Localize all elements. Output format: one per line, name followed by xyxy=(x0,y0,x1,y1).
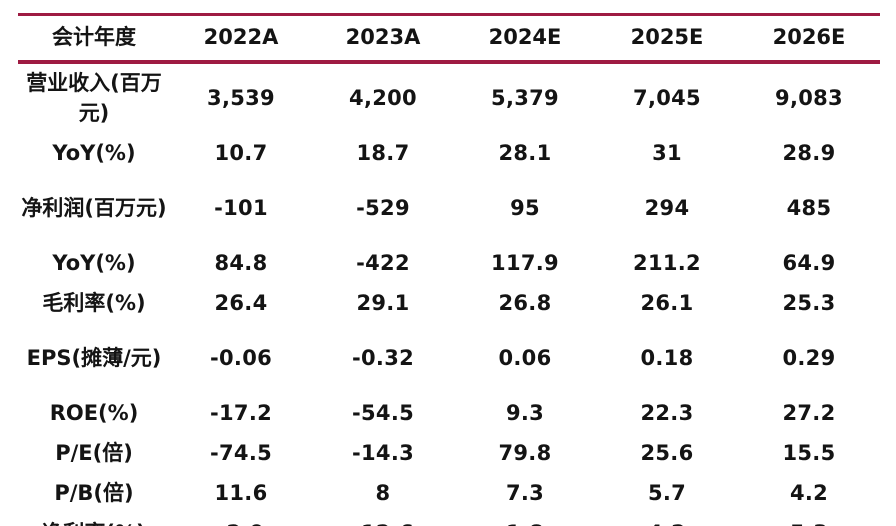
cell-value: 11.6 xyxy=(214,481,268,506)
cell-value: 294 xyxy=(644,196,690,221)
cell-value: 117.9 xyxy=(491,251,559,276)
row-label: ROE(%) xyxy=(49,401,139,426)
cell-value: 29.1 xyxy=(356,291,410,316)
cell-value: 1.8 xyxy=(454,514,596,526)
cell-value: 28.9 xyxy=(782,141,836,166)
table-row-revenue: 营业收入(百万元) 3,539 4,200 5,379 7,045 9,083 xyxy=(18,62,880,134)
cell-value: 28.1 xyxy=(498,141,552,166)
table-row-revenue-yoy: YoY(%) 10.7 18.7 28.1 31 28.9 xyxy=(18,134,880,174)
cell-value: 211.2 xyxy=(633,251,701,276)
cell-value: 0.06 xyxy=(498,346,552,371)
cell-value: 0.29 xyxy=(782,346,836,371)
cell-value: 18.7 xyxy=(356,141,410,166)
cell-value: -54.5 xyxy=(351,401,415,426)
cell-value: 3,539 xyxy=(207,86,275,111)
table-row-gross-margin: 毛利率(%) 26.4 29.1 26.8 26.1 25.3 xyxy=(18,284,880,324)
table-row-pb: P/B(倍) 11.6 8 7.3 5.7 4.2 xyxy=(18,474,880,514)
cell-value: 95 xyxy=(510,196,540,221)
cell-value: 22.3 xyxy=(640,401,694,426)
cell-value: -422 xyxy=(356,251,410,276)
table-row-net-profit: 净利润(百万元) -101 -529 95 294 485 xyxy=(18,174,880,244)
row-label: 净利率(%) xyxy=(18,514,170,526)
cell-value: 5.3 xyxy=(738,514,880,526)
cell-value: 10.7 xyxy=(214,141,268,166)
column-header-2026e: 2026E xyxy=(772,25,846,50)
header-row: 会计年度 2022A 2023A 2024E 2025E 2026E xyxy=(18,15,880,62)
cell-value: 0.18 xyxy=(640,346,694,371)
cell-value: -17.2 xyxy=(209,401,273,426)
cell-value: 79.8 xyxy=(498,441,552,466)
cell-value: 15.5 xyxy=(782,441,836,466)
cell-value: 4,200 xyxy=(349,86,417,111)
column-header-2024e: 2024E xyxy=(488,25,562,50)
cell-value: 7.3 xyxy=(505,481,545,506)
table-row-net-profit-yoy: YoY(%) 84.8 -422 117.9 211.2 64.9 xyxy=(18,244,880,284)
column-header-fiscal-year: 会计年度 xyxy=(52,25,136,50)
cell-value: 25.3 xyxy=(782,291,836,316)
financial-forecast-table: 会计年度 2022A 2023A 2024E 2025E 2026E 营业收入(… xyxy=(18,13,880,526)
table-row-pe: P/E(倍) -74.5 -14.3 79.8 25.6 15.5 xyxy=(18,434,880,474)
column-header-2023a: 2023A xyxy=(345,25,421,50)
cell-value: 26.8 xyxy=(498,291,552,316)
row-label: P/E(倍) xyxy=(55,441,133,466)
row-label: 营业收入(百万元) xyxy=(26,71,162,125)
cell-value: -101 xyxy=(214,196,268,221)
row-label: 毛利率(%) xyxy=(42,291,146,316)
cell-value: 4.2 xyxy=(789,481,829,506)
cell-value: 26.1 xyxy=(640,291,694,316)
table-row-net-margin: 净利率(%) -2.9 -12.6 1.8 4.2 5.3 xyxy=(18,514,880,526)
cell-value: 5,379 xyxy=(491,86,559,111)
cell-value: 64.9 xyxy=(782,251,836,276)
cell-value: 27.2 xyxy=(782,401,836,426)
cell-value: -0.06 xyxy=(209,346,273,371)
cell-value: 485 xyxy=(786,196,832,221)
table-row-roe: ROE(%) -17.2 -54.5 9.3 22.3 27.2 xyxy=(18,394,880,434)
cell-value: -0.32 xyxy=(351,346,415,371)
column-header-2025e: 2025E xyxy=(630,25,704,50)
cell-value: 84.8 xyxy=(214,251,268,276)
cell-value: -529 xyxy=(356,196,410,221)
cell-value: -14.3 xyxy=(351,441,415,466)
cell-value: 8 xyxy=(375,481,391,506)
cell-value: 31 xyxy=(652,141,682,166)
cell-value: 25.6 xyxy=(640,441,694,466)
table-row-eps: EPS(摊薄/元) -0.06 -0.32 0.06 0.18 0.29 xyxy=(18,324,880,394)
row-label: YoY(%) xyxy=(52,141,136,166)
cell-value: -12.6 xyxy=(312,514,454,526)
row-label: P/B(倍) xyxy=(54,481,134,506)
row-label: EPS(摊薄/元) xyxy=(26,346,162,371)
row-label: YoY(%) xyxy=(52,251,136,276)
cell-value: -74.5 xyxy=(209,441,273,466)
cell-value: 5.7 xyxy=(647,481,687,506)
row-label: 净利润(百万元) xyxy=(21,196,167,221)
cell-value: 7,045 xyxy=(633,86,701,111)
cell-value: 9.3 xyxy=(505,401,545,426)
cell-value: 26.4 xyxy=(214,291,268,316)
cell-value: 4.2 xyxy=(596,514,738,526)
column-header-2022a: 2022A xyxy=(203,25,279,50)
cell-value: -2.9 xyxy=(170,514,312,526)
cell-value: 9,083 xyxy=(775,86,843,111)
